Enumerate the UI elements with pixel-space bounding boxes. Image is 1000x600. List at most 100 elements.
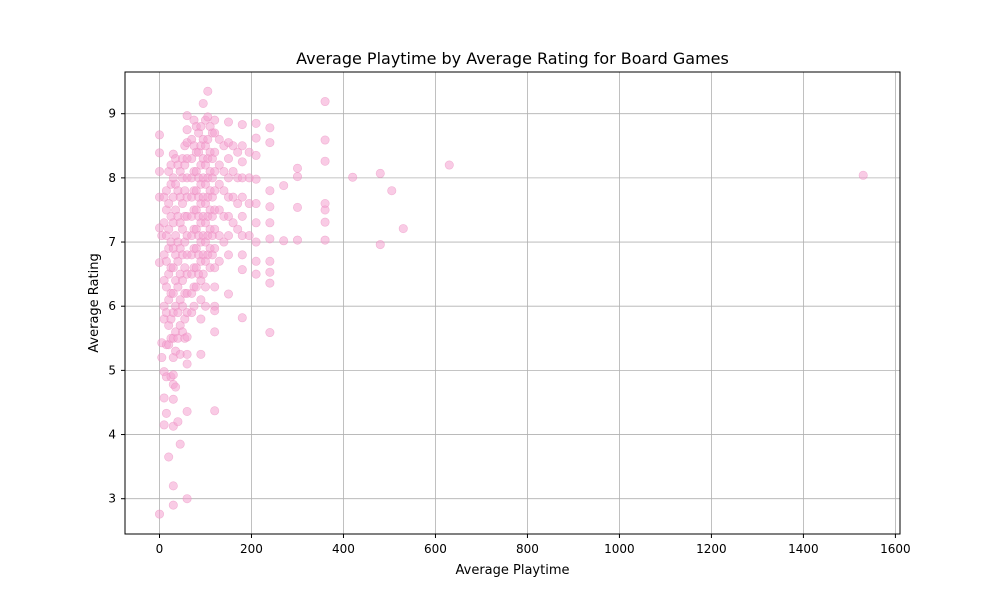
data-point [189,301,199,311]
data-point [320,97,330,107]
y-axis-label: Average Rating [87,253,102,352]
data-point [196,122,206,132]
data-point [251,150,261,160]
data-point [228,166,238,176]
data-point [223,250,233,260]
data-point [237,313,247,323]
data-point [251,237,261,247]
data-point [164,452,174,462]
data-point [292,202,302,212]
data-point [196,349,206,359]
data-point [159,393,169,403]
data-point [223,173,233,183]
data-point [200,301,210,311]
data-point [161,408,171,418]
x-tick-label: 200 [240,542,263,556]
data-point [251,118,261,128]
data-point [228,192,238,202]
data-point [191,282,201,292]
data-point [159,420,169,430]
data-point [223,289,233,299]
data-point [251,199,261,209]
y-tick-label: 8 [108,171,116,185]
y-tick-label: 4 [108,428,116,442]
data-point [168,394,178,404]
data-point [320,135,330,145]
data-point [237,265,247,275]
data-point [265,328,275,338]
data-point [164,199,174,209]
data-point [398,224,408,234]
x-tick-label: 1600 [880,542,911,556]
data-point [173,308,183,318]
data-point [210,186,220,196]
data-point [320,235,330,245]
data-point [444,160,454,170]
data-point [214,256,224,266]
data-point [177,224,187,234]
data-point [237,192,247,202]
data-point [210,406,220,416]
y-tick-label: 6 [108,299,116,313]
data-point [168,263,178,273]
data-point [210,147,220,157]
data-point [375,240,385,250]
data-point [196,314,206,324]
data-point [251,174,261,184]
data-point [265,186,275,196]
data-point [233,199,243,209]
data-point [161,282,171,292]
data-point [214,179,224,189]
data-point [265,218,275,228]
data-point [214,205,224,215]
data-point [159,218,169,228]
data-point [168,500,178,510]
data-point [237,157,247,167]
data-point [858,170,868,180]
data-point [228,141,238,151]
x-tick-label: 800 [516,542,539,556]
x-tick-label: 1200 [696,542,727,556]
data-point [182,125,192,135]
data-point [320,156,330,166]
data-point [198,98,208,108]
x-tick-label: 400 [332,542,355,556]
data-point [210,306,220,316]
data-point [154,148,164,158]
data-point [292,235,302,245]
data-point [173,417,183,427]
data-point [175,439,185,449]
data-point [154,130,164,140]
data-point [265,123,275,133]
data-point [182,359,192,369]
data-point [161,256,171,266]
data-point [210,263,220,273]
y-tick-label: 9 [108,107,116,121]
data-point [265,278,275,288]
data-point [210,282,220,292]
y-tick-label: 5 [108,363,116,377]
data-point [161,186,171,196]
x-axis-ticks: 0 200 400 600 800 1000 1200 1400 1600 [156,534,911,556]
data-points [154,86,868,519]
data-point [251,133,261,143]
data-point [292,172,302,182]
data-point [279,181,289,191]
x-tick-label: 1400 [788,542,819,556]
data-point [182,494,192,504]
y-tick-label: 3 [108,492,116,506]
data-point [214,134,224,144]
data-point [223,117,233,127]
data-point [182,332,192,342]
data-point [237,250,247,260]
x-axis-label: Average Playtime [456,563,570,578]
data-point [203,134,213,144]
data-point [237,211,247,221]
data-point [182,111,192,121]
data-point [164,224,174,234]
data-point [265,234,275,244]
data-point [265,202,275,212]
data-point [210,128,220,138]
chart-title: Average Playtime by Average Rating for B… [296,49,729,68]
data-point [200,282,210,292]
